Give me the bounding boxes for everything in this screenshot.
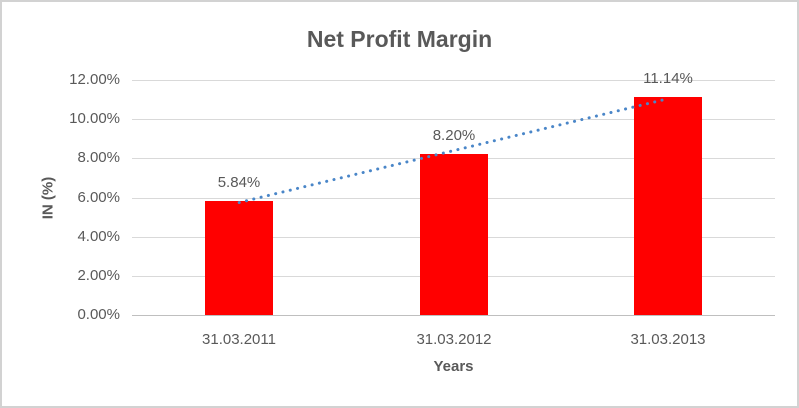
bar bbox=[205, 201, 273, 315]
y-tick-label: 0.00% bbox=[77, 306, 120, 323]
x-axis-line bbox=[132, 315, 775, 316]
bar bbox=[420, 154, 488, 315]
x-axis-title: Years bbox=[433, 358, 474, 375]
y-tick-label: 4.00% bbox=[77, 228, 120, 245]
gridline bbox=[132, 80, 775, 81]
x-tick-label: 31.03.2012 bbox=[416, 331, 492, 348]
chart-title: Net Profit Margin bbox=[306, 26, 493, 52]
y-tick-label: 2.00% bbox=[77, 267, 120, 284]
x-tick-label: 31.03.2013 bbox=[630, 331, 706, 348]
bar-value-label: 5.84% bbox=[217, 174, 261, 191]
x-tick-label: 31.03.2011 bbox=[202, 331, 276, 348]
y-tick-label: 8.00% bbox=[77, 149, 120, 166]
y-tick-label: 6.00% bbox=[77, 189, 120, 206]
bar-value-label: 8.20% bbox=[432, 127, 476, 144]
bar-value-label: 11.14% bbox=[643, 70, 693, 87]
y-tick-label: 10.00% bbox=[69, 110, 120, 127]
bar bbox=[634, 97, 702, 315]
y-tick-label: 12.00% bbox=[69, 71, 120, 88]
